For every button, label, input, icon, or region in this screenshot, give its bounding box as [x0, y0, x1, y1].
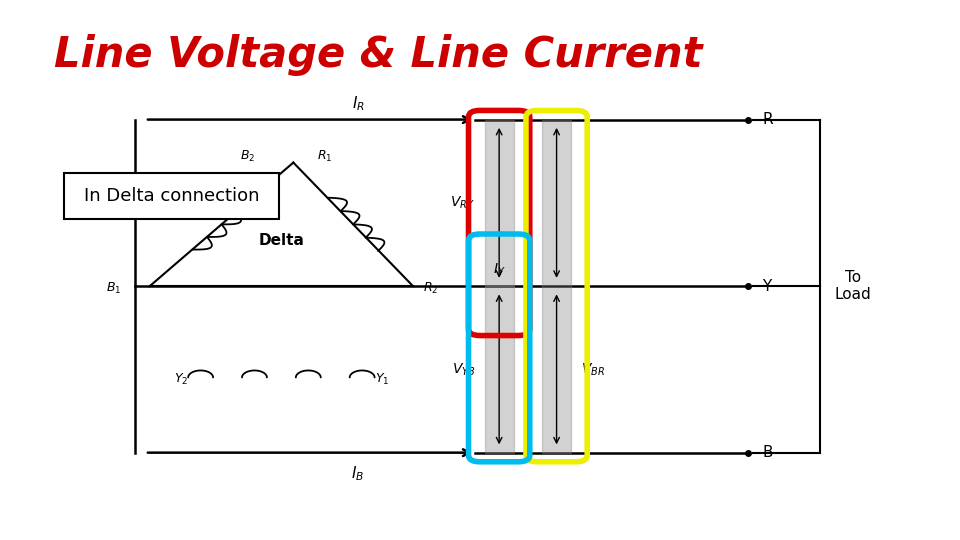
Text: $Y_2$: $Y_2$: [174, 372, 188, 387]
Text: To
Load: To Load: [835, 270, 872, 302]
FancyBboxPatch shape: [63, 173, 279, 219]
Text: $R_1$: $R_1$: [317, 149, 333, 164]
Text: $I_R$: $I_R$: [351, 94, 365, 113]
Text: $I_Y$: $I_Y$: [492, 262, 506, 278]
Text: $B_2$: $B_2$: [240, 149, 255, 164]
Text: $B_1$: $B_1$: [106, 280, 121, 295]
Text: B: B: [762, 445, 773, 460]
Text: $R_2$: $R_2$: [422, 280, 438, 295]
Text: Y: Y: [762, 279, 772, 294]
Text: $Y_1$: $Y_1$: [374, 372, 389, 387]
Bar: [485, 286, 514, 453]
Text: Delta: Delta: [258, 233, 304, 248]
Text: In Delta connection: In Delta connection: [84, 187, 259, 205]
Text: $V_{RY}$: $V_{RY}$: [450, 194, 475, 211]
Text: Line Voltage & Line Current: Line Voltage & Line Current: [54, 34, 703, 76]
Bar: [485, 119, 514, 286]
Text: R: R: [762, 112, 773, 127]
Text: $I_B$: $I_B$: [351, 465, 365, 483]
Text: $V_{BR}$: $V_{BR}$: [581, 361, 605, 377]
Bar: [542, 119, 571, 453]
Text: $V_{YB}$: $V_{YB}$: [452, 361, 475, 377]
